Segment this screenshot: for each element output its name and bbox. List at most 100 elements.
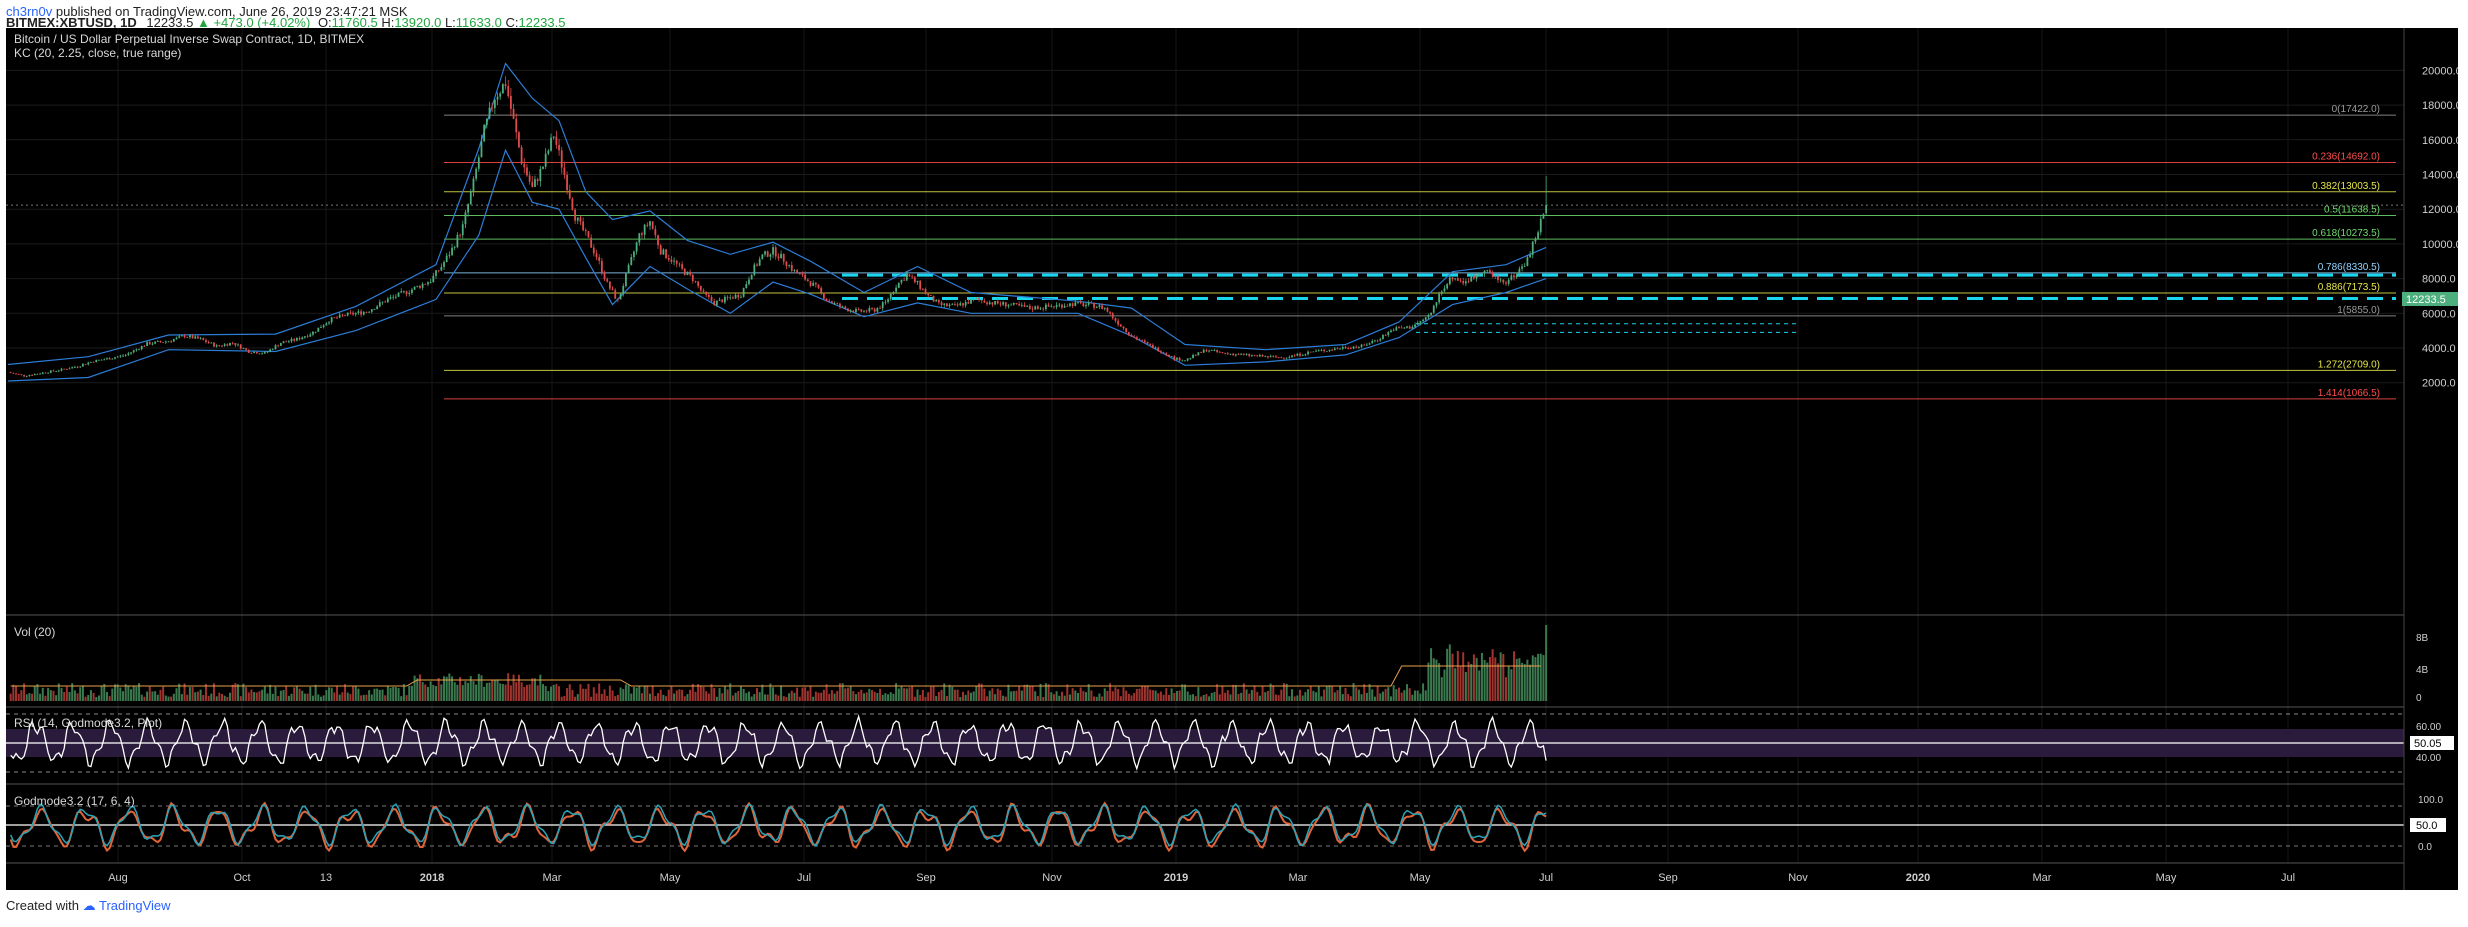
volume-bar [694,691,697,701]
volume-bar [202,695,205,701]
godmode-label[interactable]: Godmode3.2 (17, 6, 4) [14,794,135,808]
candle-body [793,270,796,271]
volume-bar [325,690,328,701]
volume-bar [124,684,127,701]
volume-bar [665,696,668,701]
candle-body [649,221,651,226]
volume-bar [373,688,376,701]
volume-bar [673,693,676,701]
candle-body [600,260,603,273]
candle-body [298,338,301,340]
volume-bar [1077,693,1079,701]
volume-bar [1170,688,1173,701]
candle-body [1141,340,1144,342]
volume-bar [1296,695,1299,701]
candle-body [1208,350,1210,352]
volume-bar [1063,695,1066,701]
candle-body [320,327,322,328]
volume-bar [122,691,125,701]
candle-body [603,272,606,280]
volume-bar [707,693,710,701]
candle-body [301,337,304,340]
volume-bar [681,689,684,701]
candle-body [191,335,194,339]
volume-bar [1007,684,1010,701]
volume-bar [130,689,133,701]
candle-body [405,291,408,295]
volume-bar [638,686,641,701]
volume-bar [879,688,882,701]
volume-bar [504,684,507,701]
volume-bar [295,685,298,701]
volume-bar [1039,683,1042,701]
candle-body [92,361,95,363]
candle-body [330,317,333,323]
candle-body [1432,305,1435,313]
volume-bar [1253,685,1256,701]
candle-body [309,334,312,337]
fib-level-label: 1.414(1066.5) [2318,388,2380,399]
volume-bar [381,689,384,701]
symbol-name: BITMEX:XBTUSD, 1D [6,15,137,30]
candle-body [1515,274,1518,278]
volume-bar [737,691,740,701]
candle-body [1031,308,1034,310]
candle-body [1427,314,1430,318]
candle-body [384,301,387,303]
volume-bar [1055,691,1058,701]
candle-body [523,163,526,168]
candle-body [1518,268,1521,275]
volume-bar [1435,659,1438,701]
candle-body [205,340,207,343]
volume-bar [376,688,379,701]
candle-body [1494,275,1497,277]
candle-body [801,273,804,275]
rsi-label[interactable]: RSI (14, Godmode3.2, Plot) [14,716,162,730]
candle-body [90,361,92,363]
candle-body [1178,357,1181,361]
volume-label[interactable]: Vol (20) [14,625,55,639]
volume-bar [1184,684,1186,701]
volume-bar [675,690,678,701]
candle-body [1272,356,1275,357]
volume-bar [432,684,435,701]
kc-upper-band [7,62,1547,366]
volume-bar [539,674,542,701]
candle-body [130,352,132,354]
volume-bar [1368,684,1371,701]
candle-body [1539,218,1542,233]
candle-body [839,303,841,307]
chart-svg[interactable]: 0(17422.0) 0.236(14692.0) 0.382(13003.5) 0.… [6,28,2458,890]
volume-bar [1224,692,1227,701]
candle-body [63,368,66,370]
candle-body [1435,302,1438,306]
kc-indicator-label[interactable]: KC (20, 2.25, close, true range) [14,46,181,60]
volume-bar [932,686,935,701]
volume-bar [1521,662,1524,701]
volume-bar [905,688,908,701]
candle-body [764,251,766,255]
candle-body [1103,307,1106,309]
author-link[interactable]: ch3rn0v [6,4,53,19]
candle-body [713,300,716,306]
candle-body [1245,354,1248,355]
volume-bar [274,686,277,701]
candle-body [574,209,576,221]
tradingview-link[interactable]: TradingView [99,898,171,913]
candle-body [1320,349,1323,351]
candle-body [568,190,571,199]
candle-body [1376,340,1379,342]
candle-body [475,168,478,179]
candle-body [611,288,614,291]
volume-bar [87,694,90,701]
candle-body [448,255,451,256]
candle-body [346,312,349,316]
candle-body [1349,348,1352,350]
volume-bar [970,692,972,701]
volume-bar [1454,668,1457,701]
candle-body [1459,280,1462,282]
candle-body [1248,354,1251,356]
candle-body [87,362,90,365]
candle-body [844,306,847,309]
chart-canvas[interactable]: 0(17422.0) 0.236(14692.0) 0.382(13003.5) 0.… [6,28,2458,890]
